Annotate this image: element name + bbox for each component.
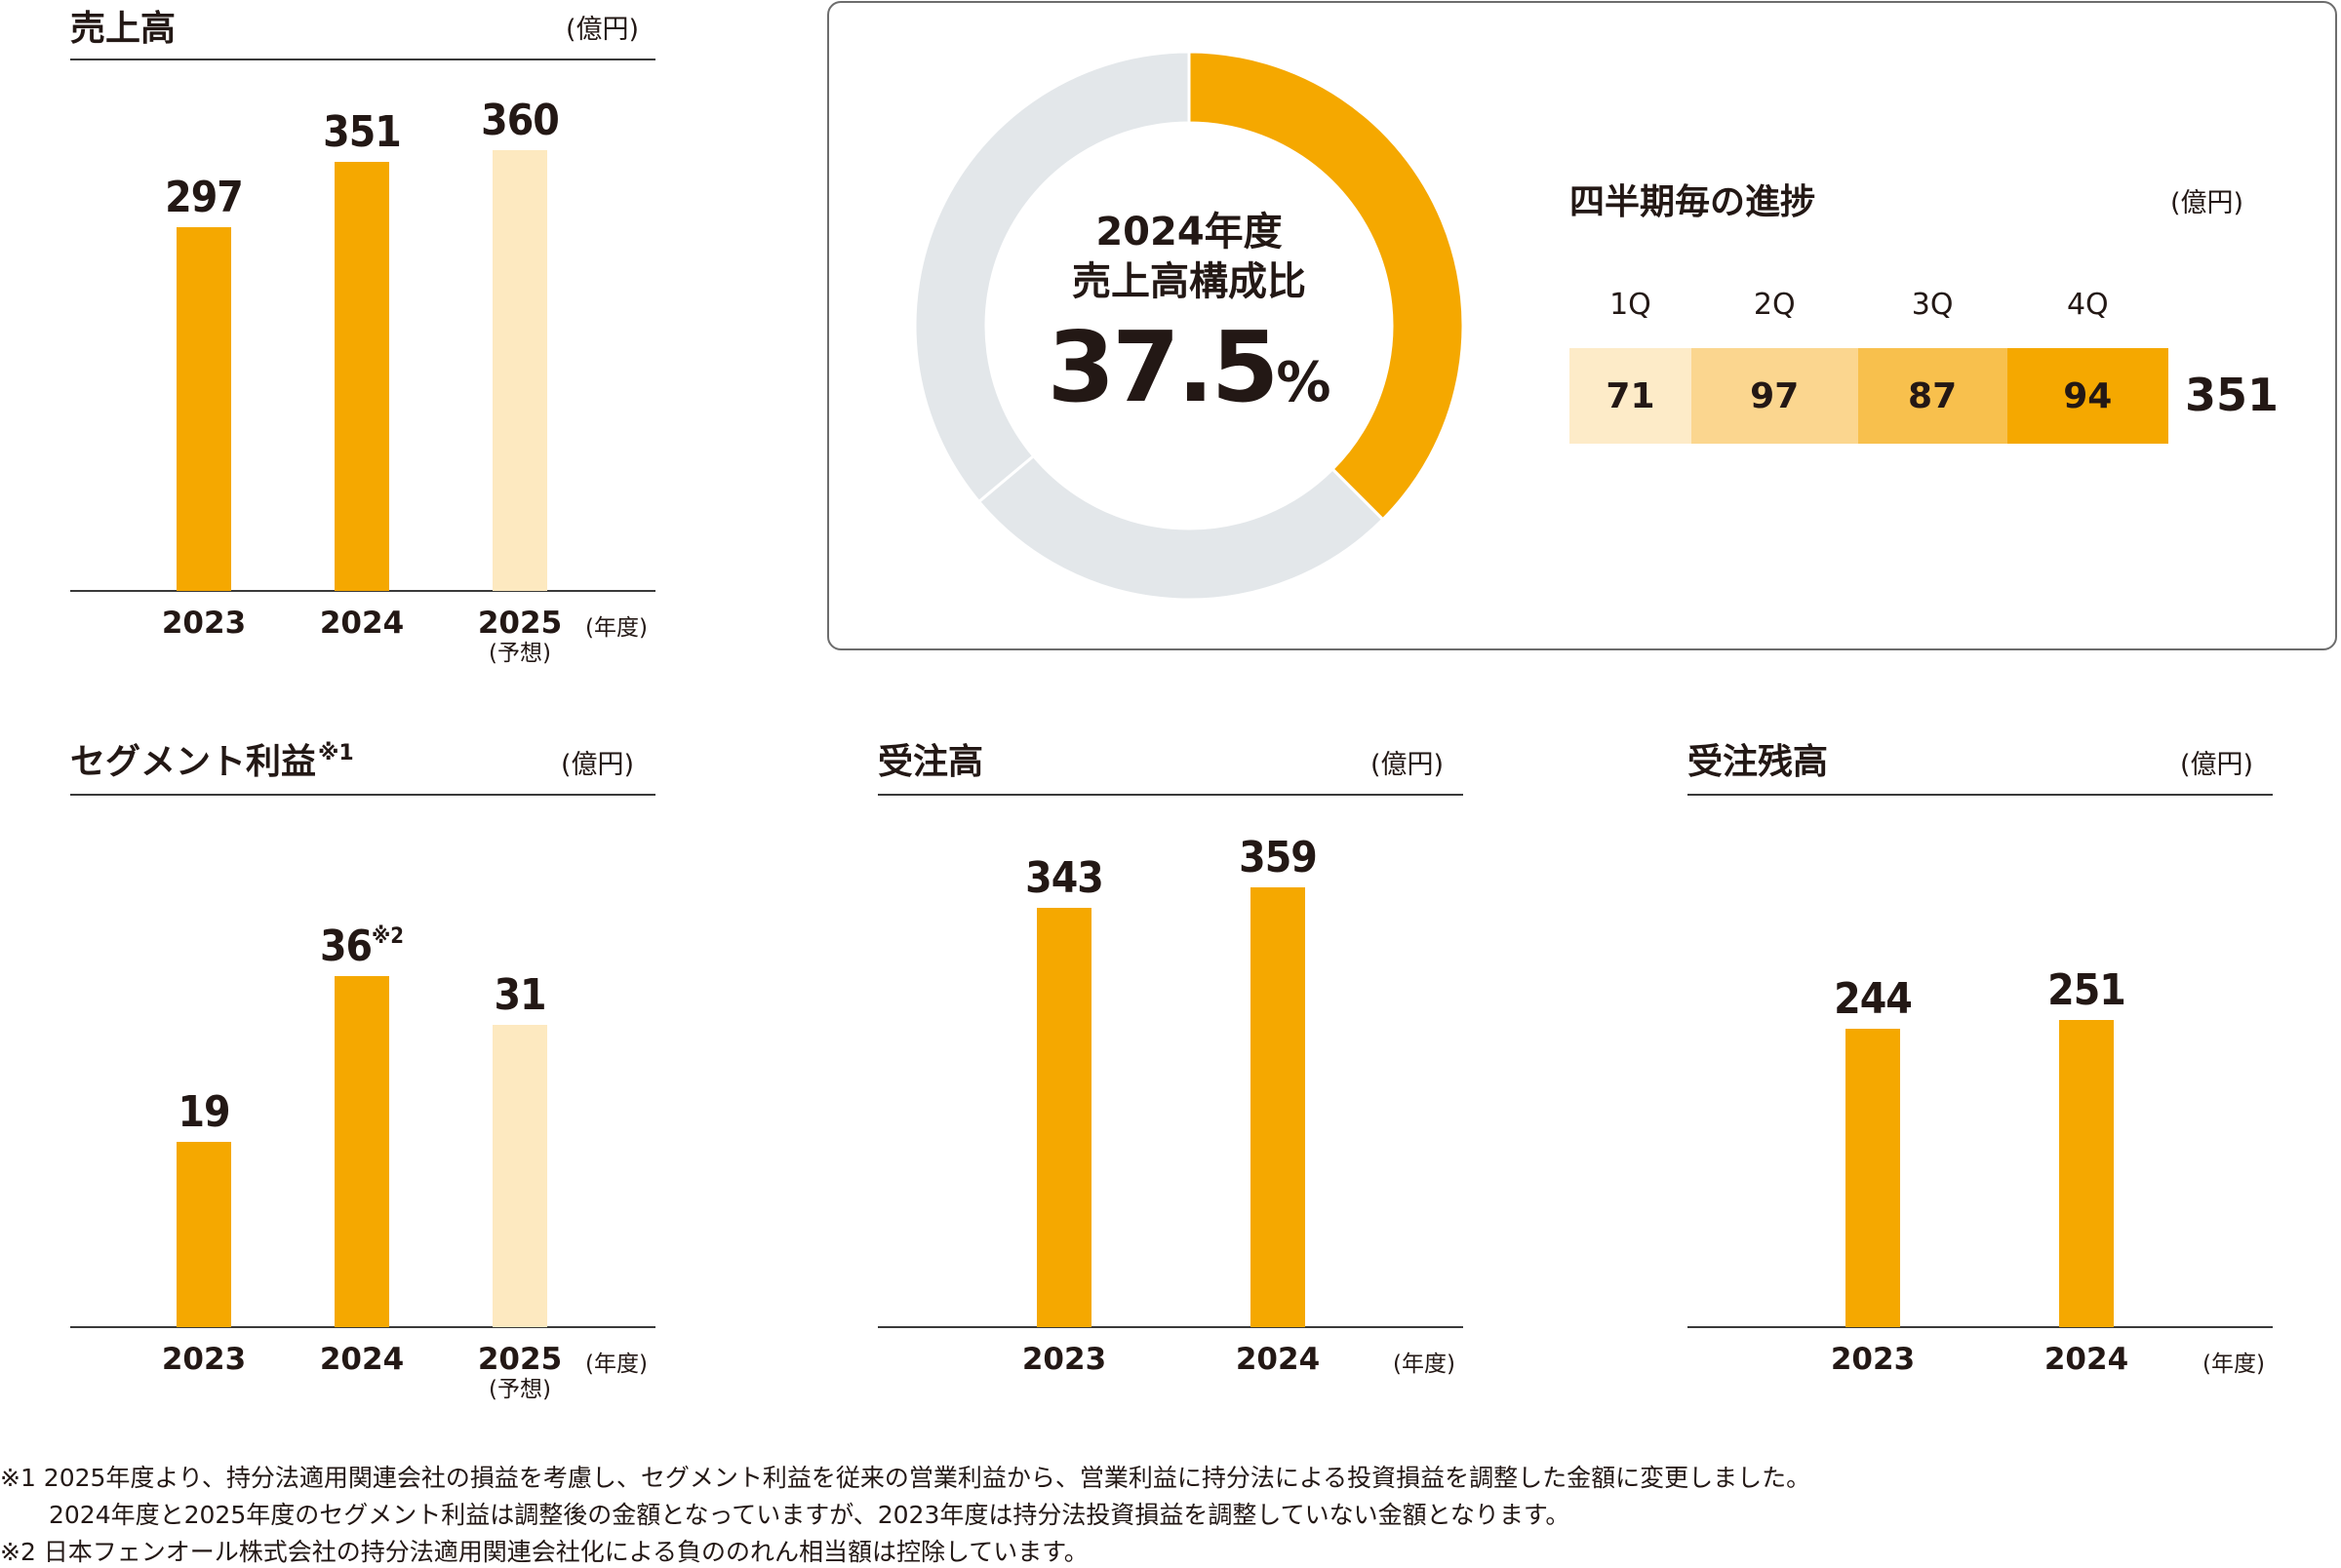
value-text: 360 — [481, 96, 560, 146]
donut-title-line1: 2024年度 — [1095, 210, 1283, 255]
quarter-segment-3Q: 87 — [1857, 348, 2007, 444]
segment-title-rule — [70, 794, 655, 796]
segment-unit: (億円) — [561, 750, 635, 780]
x-tick-2024: 2024 — [1210, 1343, 1346, 1376]
x-tick-sub: (予想) — [489, 641, 551, 666]
x-axis-unit: (年度) — [585, 1352, 648, 1377]
x-tick-text: 2025 — [477, 606, 563, 641]
x-tick-text: 2023 — [161, 606, 247, 641]
x-tick-text: 2024 — [1235, 1342, 1321, 1377]
sales-title-rule — [70, 59, 655, 60]
value-label-2024: 36※2 — [284, 921, 440, 971]
value-text: 297 — [165, 173, 244, 223]
x-tick-2023: 2023 — [1805, 1343, 1941, 1376]
donut-title-line2: 売上高構成比 — [1072, 259, 1306, 304]
value-label-2025: 360 — [442, 96, 598, 145]
value-text: 31 — [494, 970, 546, 1020]
x-tick-text: 2025 — [477, 1342, 563, 1377]
x-tick-2023: 2023 — [996, 1343, 1132, 1376]
value-label-2024: 351 — [284, 107, 440, 157]
quarter-label-2Q: 2Q — [1753, 288, 1796, 322]
footnote-1: ※1 2025年度より、持分法適用関連会社の損益を考慮し、セグメント利益を従来の… — [0, 1464, 1811, 1492]
quarters-unit: (億円) — [2170, 188, 2244, 218]
x-axis-unit: (年度) — [2202, 1352, 2265, 1377]
donut-value-number: 37.5 — [1047, 310, 1280, 424]
x-tick-2024: 2024 — [294, 1343, 430, 1376]
quarter-segment-1Q: 71 — [1569, 348, 1691, 444]
value-text: 244 — [1834, 973, 1913, 1024]
x-tick-text: 2024 — [2043, 1342, 2129, 1377]
x-tick-text: 2023 — [161, 1342, 247, 1377]
x-tick-2023: 2023 — [136, 1343, 272, 1376]
x-tick-text: 2023 — [1021, 1342, 1107, 1377]
x-axis-line — [70, 1326, 655, 1328]
x-axis-line — [70, 590, 655, 592]
x-tick-sub: (予想) — [489, 1377, 551, 1402]
quarter-label-1Q: 1Q — [1609, 288, 1651, 322]
value-label-2023: 244 — [1795, 974, 1951, 1024]
x-tick-2023: 2023 — [136, 607, 272, 640]
orders-unit: (億円) — [1370, 750, 1445, 780]
orders-title: 受注高 — [878, 742, 984, 782]
segment-title-note: ※1 — [318, 741, 354, 765]
value-label-2025: 31 — [442, 970, 598, 1020]
orders-title-rule — [878, 794, 1463, 796]
donut-value-unit: % — [1276, 351, 1331, 414]
x-tick-2024: 2024 — [2018, 1343, 2155, 1376]
donut-slice-other — [976, 453, 1385, 601]
quarters-title: 四半期毎の進捗 — [1569, 182, 1816, 222]
value-label-2023: 343 — [986, 853, 1142, 903]
x-tick-text: 2024 — [319, 1342, 405, 1377]
quarter-label-3Q: 3Q — [1911, 288, 1954, 322]
quarter-segment-4Q: 94 — [2006, 348, 2168, 444]
segment-title: セグメント利益※1 — [70, 733, 354, 784]
bar-2024 — [335, 976, 389, 1327]
value-text: 36 — [319, 921, 373, 971]
x-tick-2025: 2025 (予想) — [452, 1343, 588, 1403]
segment-title-text: セグメント利益 — [70, 742, 317, 782]
value-note: ※2 — [372, 924, 405, 949]
x-axis-unit: (年度) — [585, 615, 648, 641]
value-label-2024: 359 — [1200, 833, 1356, 882]
value-text: 351 — [323, 106, 402, 157]
sales-unit: (億円) — [566, 15, 640, 45]
footnote-2: ※2 日本フェンオール株式会社の持分法適用関連会社化による負ののれん相当額は控除… — [0, 1538, 1089, 1566]
bar-2025 — [493, 150, 547, 591]
bar-2024 — [1250, 887, 1305, 1327]
composition-donut — [914, 51, 1464, 601]
value-label-2023: 19 — [126, 1087, 282, 1137]
bar-2024 — [2059, 1020, 2114, 1327]
x-tick-text: 2024 — [319, 606, 405, 641]
backlog-unit: (億円) — [2180, 750, 2254, 780]
value-text: 19 — [178, 1087, 230, 1137]
x-axis-line — [1687, 1326, 2273, 1328]
value-label-2023: 297 — [126, 173, 282, 222]
bar-2023 — [1037, 907, 1091, 1327]
donut-slice-highlight — [1187, 51, 1464, 522]
value-text: 343 — [1025, 852, 1104, 903]
donut-value: 37.5% — [994, 310, 1384, 424]
quarter-label-4Q: 4Q — [2066, 288, 2109, 322]
x-tick-text: 2023 — [1830, 1342, 1916, 1377]
backlog-title-rule — [1687, 794, 2273, 796]
bar-2024 — [335, 161, 389, 591]
composition-box — [827, 1, 2337, 650]
quarters-total: 351 — [2185, 369, 2280, 421]
backlog-title: 受注残高 — [1687, 742, 1829, 782]
sales-title: 売上高 — [70, 9, 177, 49]
x-axis-unit: (年度) — [1393, 1352, 1455, 1377]
bar-2023 — [1845, 1028, 1900, 1327]
value-text: 251 — [2047, 965, 2126, 1015]
bar-2023 — [177, 227, 231, 591]
donut-slice-other — [914, 51, 1191, 504]
quarter-segment-2Q: 97 — [1690, 348, 1858, 444]
x-tick-2024: 2024 — [294, 607, 430, 640]
bar-2025 — [493, 1025, 547, 1327]
value-label-2024: 251 — [2008, 965, 2164, 1015]
footnote-1-cont: 2024年度と2025年度のセグメント利益は調整後の金額となっていますが、202… — [49, 1501, 1570, 1529]
bar-2023 — [177, 1142, 231, 1327]
x-axis-line — [878, 1326, 1463, 1328]
value-text: 359 — [1239, 833, 1318, 883]
x-tick-2025: 2025 (予想) — [452, 607, 588, 667]
